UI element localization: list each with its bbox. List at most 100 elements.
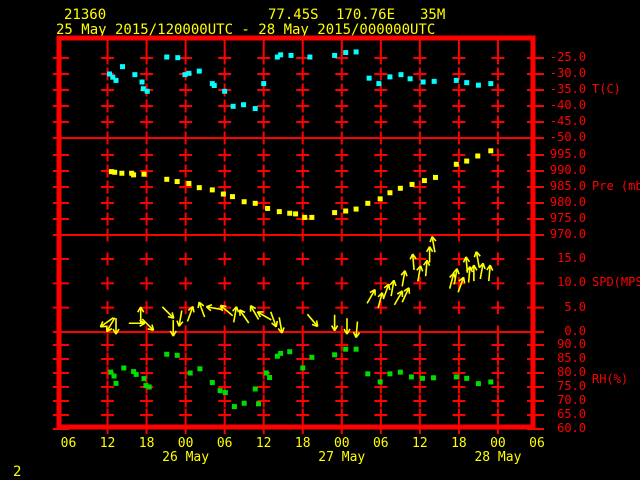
y-tick-label: -30.0	[549, 66, 586, 80]
wind-arrow-head	[256, 311, 262, 318]
wind-arrow-head	[238, 309, 241, 316]
temperature-point	[144, 88, 150, 94]
pressure-point	[353, 206, 359, 212]
temperature-point	[376, 81, 382, 87]
wind-arrow	[411, 253, 415, 270]
relative_humidity-point	[197, 366, 203, 372]
y-tick-label: 65.0	[557, 407, 586, 421]
wind-arrow-head	[106, 327, 113, 333]
wind-arrow-head	[151, 324, 155, 331]
temperature-point	[398, 72, 404, 78]
pressure-point	[309, 214, 315, 220]
pressure-point	[409, 181, 415, 187]
panel-unit-label: Pre (mb)	[592, 179, 640, 193]
pressure-point	[220, 191, 226, 197]
relative_humidity-point	[252, 386, 258, 392]
wind-arrow	[382, 283, 390, 300]
wind-arrow	[355, 321, 359, 338]
wind-arrow-head	[462, 256, 467, 263]
pressure-point	[397, 185, 403, 191]
relative_humidity-point	[475, 381, 481, 387]
relative_humidity-point	[217, 388, 223, 394]
relative_humidity-point	[419, 375, 425, 381]
station-elevation: 35M	[420, 7, 446, 23]
pressure-point	[186, 180, 192, 186]
time-period: 25 May 2015/120000UTC - 28 May 2015/0000…	[56, 22, 436, 38]
wind-arrow-head	[383, 283, 390, 289]
wind-arrow	[106, 317, 116, 333]
temperature-point	[132, 72, 138, 78]
wind-arrow-head	[178, 321, 184, 327]
temperature-point	[387, 74, 393, 80]
temperature-point	[488, 81, 494, 87]
pressure-point	[464, 158, 470, 164]
wind-arrow-head	[275, 320, 279, 328]
pressure-point	[287, 210, 293, 216]
wind-arrow-head	[352, 331, 357, 338]
x-tick-label: 12	[412, 436, 428, 451]
wind-arrow	[306, 313, 319, 327]
relative_humidity-point	[365, 371, 371, 377]
plot-border	[56, 35, 536, 430]
panel-unit-label: SPD(MPS)	[592, 275, 640, 289]
temperature-point	[353, 49, 359, 55]
station-longitude: 170.76E	[336, 7, 396, 23]
wind-arrow-head	[140, 306, 145, 313]
wind-arrow-head	[412, 253, 417, 260]
temperature-point	[366, 75, 372, 81]
y-tick-label: 80.0	[557, 365, 586, 379]
wind-arrow-head	[139, 322, 146, 327]
wind-arrow-head	[400, 270, 406, 276]
wind-arrow-head	[99, 321, 104, 328]
panel-unit-label: RH(%)	[592, 372, 629, 386]
wind-arrow-head	[419, 265, 424, 272]
y-tick-label: 970.0	[549, 227, 586, 241]
wind-arrow-head	[408, 287, 411, 294]
station-latitude: 77.45S	[268, 7, 319, 23]
x-tick-label: 12	[255, 436, 272, 451]
relative_humidity-point	[174, 352, 180, 358]
relative_humidity-point	[408, 374, 414, 380]
x-tick-label: 00	[177, 436, 194, 451]
wind-arrow	[401, 287, 410, 303]
wind-arrow-head	[219, 305, 224, 312]
wind-arrow	[401, 270, 406, 287]
temperature-point	[182, 72, 188, 78]
wind-arrow-head	[315, 320, 319, 327]
wind-arrow-head	[416, 265, 422, 271]
pressure-point	[229, 194, 235, 200]
temperature-point	[196, 68, 202, 74]
wind-arrow-head	[429, 236, 433, 243]
pressure-point	[164, 176, 170, 182]
wind-arrow-head	[100, 325, 107, 328]
pressure-point	[343, 208, 349, 214]
wind-arrow	[457, 277, 465, 293]
wind-arrow-head	[465, 256, 471, 263]
relative_humidity-point	[255, 401, 261, 407]
pressure-point	[252, 200, 258, 206]
wind-arrow-head	[343, 328, 348, 335]
pressure-point	[421, 178, 427, 184]
panel-unit-label: T(C)	[592, 82, 621, 96]
relative_humidity-point	[488, 379, 494, 385]
wind-arrow-head	[346, 328, 351, 335]
x-tick-label: 12	[99, 436, 116, 451]
wind-arrow-head	[220, 304, 227, 308]
temperature-point	[431, 78, 437, 84]
pressure-point	[432, 174, 438, 180]
y-tick-label: 60.0	[557, 421, 586, 435]
y-tick-label: 5.0	[564, 299, 586, 314]
wind-arrow-head	[115, 328, 120, 335]
wind-arrow	[424, 260, 428, 277]
wind-arrow-head	[271, 322, 277, 328]
page-number: 2	[13, 464, 22, 480]
wind-arrow-head	[428, 246, 434, 253]
date-label: 28 May	[474, 450, 522, 465]
pressure-point	[112, 169, 118, 175]
wind-arrow	[219, 304, 234, 317]
pressure-point	[209, 187, 215, 193]
temperature-point	[164, 54, 170, 60]
wind-arrow	[269, 311, 277, 328]
pressure-point	[302, 214, 308, 220]
temperature-point	[186, 70, 192, 76]
